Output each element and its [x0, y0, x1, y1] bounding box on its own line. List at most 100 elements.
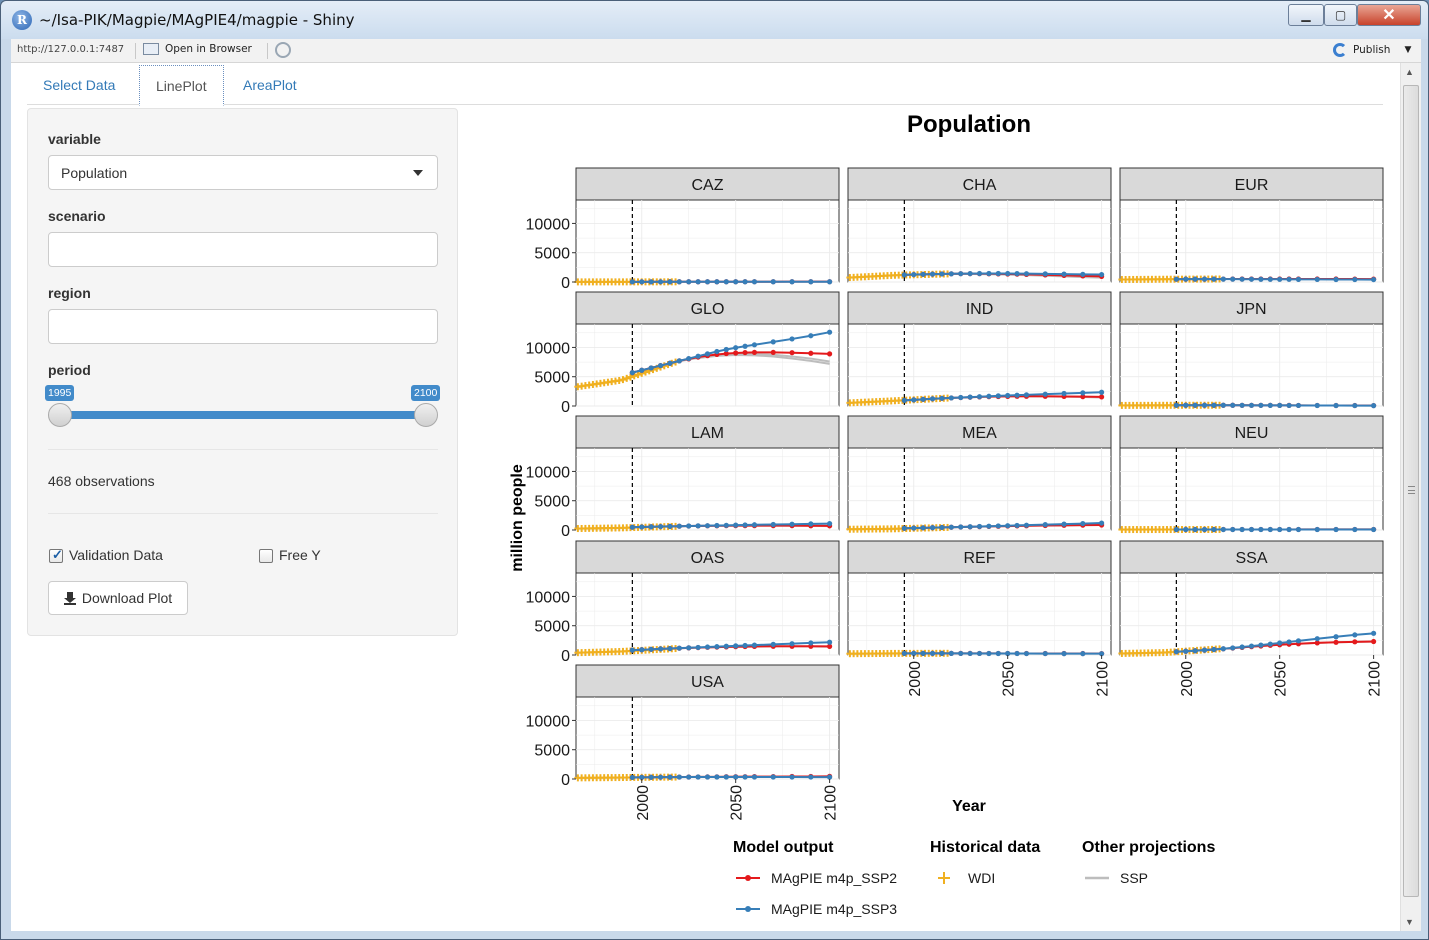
ssp3-point [920, 525, 926, 531]
ssp3-point [789, 641, 795, 647]
tab-bar: Select Data LinePlot AreaPlot [27, 63, 1383, 106]
ssp3-point [686, 645, 692, 651]
ssp3-point [1371, 403, 1377, 409]
scenario-label: scenario [48, 208, 106, 224]
ssp3-point [629, 370, 635, 376]
refresh-icon[interactable] [275, 42, 291, 58]
scroll-down-icon[interactable]: ▼ [1405, 917, 1414, 927]
download-icon [63, 591, 76, 605]
ssp3-point [1201, 526, 1208, 533]
ssp3-point [629, 774, 635, 781]
grip-icon [1408, 486, 1415, 494]
ssp3-point [1061, 521, 1067, 527]
close-button[interactable]: ✕ [1357, 4, 1421, 26]
ssp3-point [1211, 526, 1217, 533]
ssp3-point [1023, 271, 1030, 277]
facet-strip-label: EUR [1235, 177, 1269, 194]
ssp3-point [770, 521, 776, 528]
facet-panel [1119, 447, 1384, 531]
ssp3-point [808, 521, 814, 527]
minimize-button[interactable]: ▁ [1288, 4, 1324, 26]
ssp3-point [770, 279, 776, 285]
tab-lineplot[interactable]: LinePlot [139, 65, 224, 106]
validation-data-label[interactable]: Validation Data [69, 547, 163, 563]
open-in-browser-button[interactable]: Open in Browser [143, 43, 252, 55]
ssp3-point [1248, 643, 1255, 649]
y-tick-label: 0 [561, 648, 570, 665]
ssp3-point [958, 271, 964, 277]
ssp3-point [704, 523, 711, 529]
period-max-handle[interactable] [414, 403, 438, 427]
ssp3-point [939, 395, 945, 401]
ssp3-point [676, 523, 682, 529]
period-min-handle[interactable] [48, 403, 72, 427]
variable-select[interactable]: Population [48, 155, 438, 190]
divider [48, 513, 438, 514]
ssp3-point [1220, 646, 1226, 652]
ssp3-point [1061, 271, 1067, 277]
validation-data-checkbox[interactable]: ✓ [49, 547, 63, 563]
facet-strip [847, 415, 1112, 449]
ssp3-point [808, 279, 814, 285]
variable-value: Population [61, 165, 128, 181]
x-tick-label: 2050 [1273, 661, 1290, 697]
scrollbar-thumb[interactable] [1403, 85, 1419, 897]
ssp3-point [704, 279, 711, 285]
ssp3-point [976, 523, 983, 530]
ssp3-point [1005, 523, 1011, 529]
tab-select-data[interactable]: Select Data [43, 77, 116, 93]
facet-panel [847, 572, 1112, 656]
ssp3-point [1239, 526, 1245, 533]
period-slider-track[interactable] [58, 411, 428, 419]
ssp3-point [986, 523, 992, 529]
y-tick-label: 0 [561, 275, 570, 292]
browser-window-icon [143, 43, 159, 55]
ssp3-point [1014, 650, 1020, 657]
ssp3-point [742, 522, 748, 528]
ssp3-point [1267, 276, 1273, 282]
y-tick-label: 10000 [526, 216, 571, 233]
ssp3-point [1183, 402, 1189, 408]
legend-group: Model output MAgPIE m4p_SSP2 MAgPIE m4p_SS… [733, 839, 897, 917]
ssp3-point [1258, 402, 1264, 408]
facet-panel [575, 199, 840, 283]
legend-key-point [745, 875, 751, 881]
facet-strip [847, 540, 1112, 574]
ssp3-point [827, 279, 833, 285]
ssp3-point [1220, 526, 1226, 533]
maximize-button[interactable]: ▢ [1324, 4, 1357, 26]
facet-strip-label: JPN [1236, 301, 1266, 318]
ssp3-point [657, 646, 664, 652]
ssp3-point [714, 644, 720, 650]
facet-jpn: JPN [1118, 291, 1384, 409]
ssp3-point [1230, 526, 1236, 533]
ssp2-point [751, 349, 758, 356]
ssp3-point [789, 774, 795, 780]
download-plot-button[interactable]: Download Plot [48, 581, 188, 615]
title-bar[interactable]: R ~/Isa-PIK/Magpie/MAgPIE4/magpie - Shin… [1, 1, 1428, 39]
facet-strip [575, 167, 840, 201]
chevron-down-icon[interactable]: ▼ [1404, 45, 1412, 55]
y-tick-label: 5000 [534, 370, 570, 387]
ssp3-point [920, 396, 926, 402]
free-y-checkbox[interactable] [259, 549, 273, 563]
vertical-scrollbar[interactable]: ▲ ▼ [1400, 63, 1421, 931]
ssp3-point [704, 351, 711, 357]
facet-panel [1119, 199, 1384, 283]
publish-button[interactable]: Publish ▼ [1333, 43, 1411, 57]
free-y-label[interactable]: Free Y [279, 547, 321, 563]
y-tick-label: 10000 [526, 713, 571, 730]
ssp2-point [1352, 639, 1358, 645]
ssp3-point [639, 647, 645, 653]
tab-areaplot[interactable]: AreaPlot [243, 77, 297, 93]
ssp3-point [939, 524, 945, 531]
population-line-plot: Population CAZ 0 5000 10000 CHA EUR GLO 0 5000 10… [509, 111, 1384, 917]
window-title: ~/Isa-PIK/Magpie/MAgPIE4/magpie - Shiny [39, 11, 355, 29]
facet-lam: LAM 0 5000 10000 [526, 415, 840, 540]
ssp3-point [1211, 646, 1217, 653]
scroll-up-icon[interactable]: ▲ [1405, 67, 1414, 77]
region-input[interactable] [48, 309, 438, 344]
scenario-input[interactable] [48, 232, 438, 267]
publish-icon [1333, 43, 1347, 57]
ssp3-point [1286, 526, 1292, 533]
